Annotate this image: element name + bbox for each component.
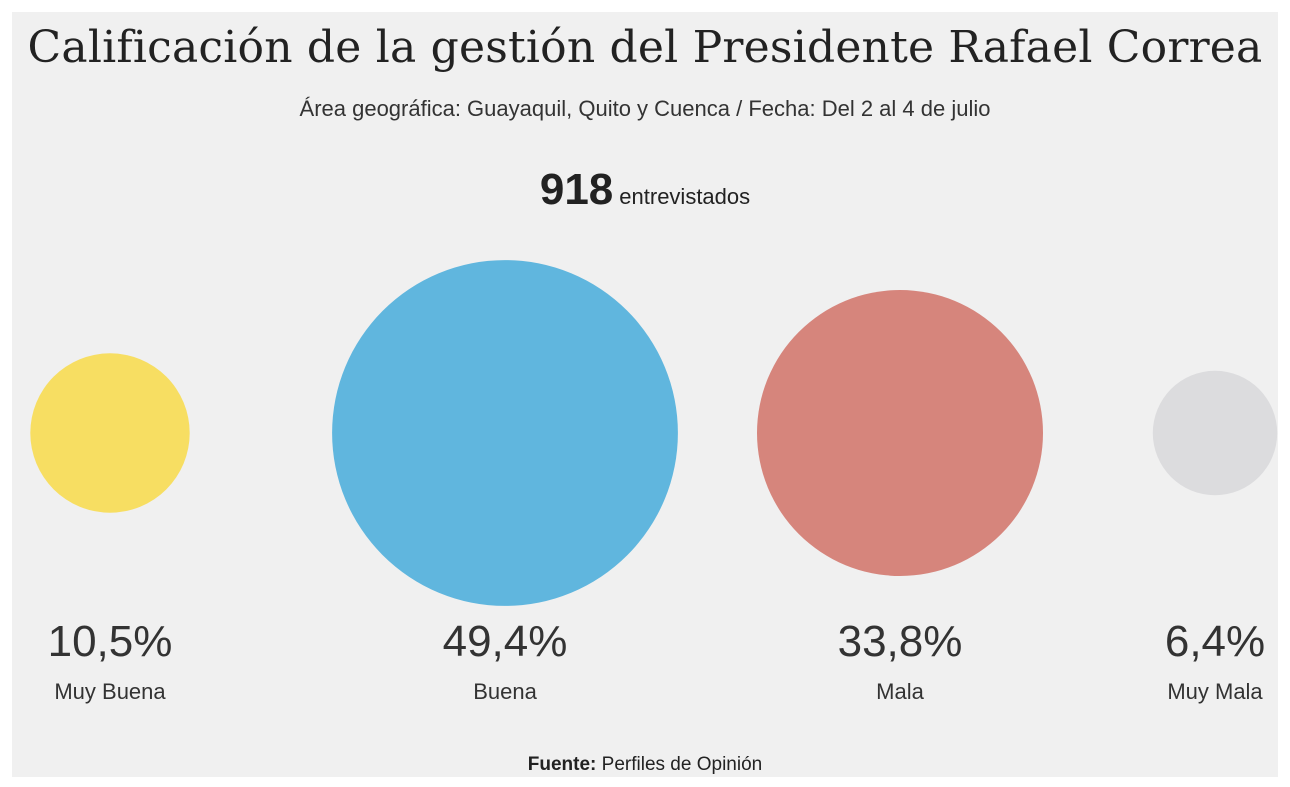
value-label-muy-buena: 10,5% [48,617,173,666]
category-label-muy-buena: Muy Buena [54,679,166,704]
category-label-mala: Mala [876,679,924,704]
respondents-count: 918 [539,165,614,214]
bubble-mala [757,290,1043,576]
source-line: Fuente: Perfiles de Opinión [0,754,1290,776]
value-label-mala: 33,8% [838,617,963,666]
bubble-muy-buena [30,353,190,513]
chart-subtitle: Área geográfica: Guayaquil, Quito y Cuen… [299,96,991,121]
bubble-buena [332,260,678,606]
category-label-muy-mala: Muy Mala [1167,679,1263,704]
source-text: Perfiles de Opinión [601,754,763,775]
respondents-total: 918 entrevistados [0,165,1290,215]
value-label-buena: 49,4% [443,617,568,666]
chart-title: Calificación de la gestión del President… [27,22,1263,73]
source-label: Fuente: [527,754,597,775]
category-label-buena: Buena [473,679,537,704]
bubble-muy-mala [1152,370,1278,496]
respondents-unit: entrevistados [619,184,751,209]
value-label-muy-mala: 6,4% [1165,617,1265,666]
